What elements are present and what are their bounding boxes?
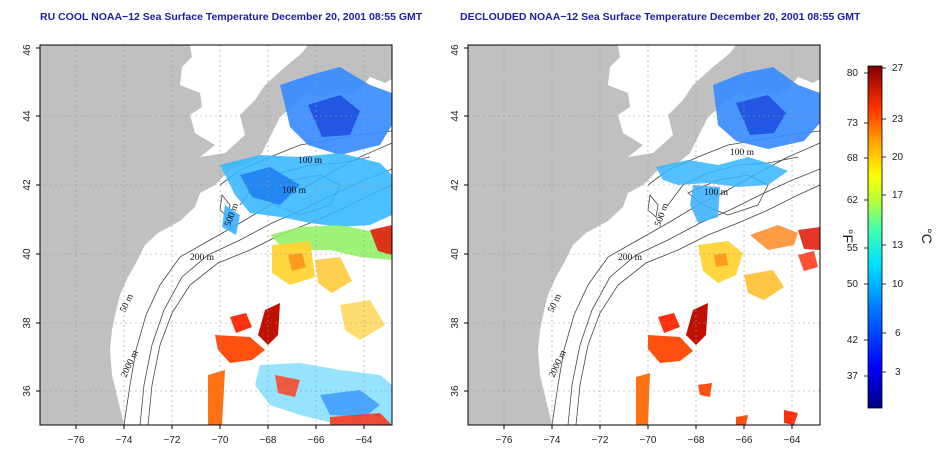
contour-label: 100 m: [298, 156, 323, 166]
right-panel-title: DECLOUDED NOAA−12 Sea Surface Temperatur…: [460, 11, 861, 23]
lat-tick: 42: [22, 179, 33, 191]
fahrenheit-tick: 62: [847, 195, 859, 206]
lon-tick: −64: [784, 435, 801, 446]
lat-tick: 46: [450, 44, 461, 56]
right-map-panel: 100 m 100 m 200 m 50 m 2000 m 500 m −76 …: [450, 44, 821, 446]
celsius-tick: 27: [892, 63, 904, 74]
fahrenheit-tick: 55: [847, 243, 859, 254]
latitude-ticks: 36 38 40 42 44 46: [22, 44, 33, 397]
left-panel-title: RU COOL NOAA−12 Sea Surface Temperature …: [40, 11, 423, 23]
celsius-tick: 17: [892, 190, 904, 201]
contour-label: 100 m: [704, 188, 729, 198]
celsius-tick: 13: [892, 240, 904, 251]
fahrenheit-tick: 37: [847, 371, 859, 382]
fahrenheit-tick: 73: [847, 118, 859, 129]
lon-tick: −70: [640, 435, 657, 446]
contour-label: 100 m: [282, 186, 307, 196]
latitude-ticks: 36 38 40 42 44 46: [450, 44, 461, 397]
colorbar: 80 73 68 62 55 50 42 37 27 23 20 17 13 1…: [840, 63, 935, 409]
contour-label: 200 m: [618, 253, 643, 263]
longitude-ticks: −76 −74 −72 −70 −68 −66 −64: [68, 435, 373, 446]
sst-field: [636, 67, 820, 425]
graticule: [40, 45, 392, 425]
contour-label: 100 m: [730, 148, 755, 158]
lon-tick: −70: [212, 435, 229, 446]
celsius-tick: 10: [892, 279, 904, 290]
lat-tick: 42: [450, 179, 461, 191]
lon-tick: −72: [164, 435, 181, 446]
celsius-tick: 3: [895, 367, 901, 378]
lon-tick: −74: [116, 435, 133, 446]
lat-tick: 44: [22, 110, 33, 122]
lon-tick: −68: [260, 435, 277, 446]
lon-tick: −74: [544, 435, 561, 446]
fahrenheit-tick: 42: [847, 335, 859, 346]
map-frame: [467, 44, 821, 426]
lon-tick: −76: [68, 435, 85, 446]
fahrenheit-tick: 50: [847, 279, 859, 290]
colorbar-gradient: [867, 65, 883, 409]
longitude-ticks: −76 −74 −72 −70 −68 −66 −64: [496, 435, 801, 446]
lat-tick: 40: [450, 248, 461, 260]
fahrenheit-tick: 68: [847, 153, 859, 164]
lon-tick: −76: [496, 435, 513, 446]
celsius-tick: 20: [892, 152, 904, 163]
contour-label: 200 m: [190, 253, 215, 263]
map-frame: [39, 44, 393, 426]
sst-field: [208, 67, 392, 425]
left-map-panel: 100 m 100 m 200 m 50 m 2000 m 500 m −76 …: [22, 44, 393, 446]
fahrenheit-unit-label: °F: [840, 229, 856, 243]
lat-tick: 36: [22, 385, 33, 397]
fahrenheit-tick: 80: [847, 68, 859, 79]
lat-tick: 38: [22, 317, 33, 329]
celsius-unit-label: °C: [919, 228, 935, 244]
graticule: [468, 45, 820, 425]
lat-tick: 38: [450, 317, 461, 329]
lat-tick: 36: [450, 385, 461, 397]
celsius-tick: 23: [892, 114, 904, 125]
lat-tick: 46: [22, 44, 33, 56]
lon-tick: −72: [592, 435, 609, 446]
celsius-tick: 6: [895, 328, 901, 339]
lon-tick: −68: [688, 435, 705, 446]
lon-tick: −66: [736, 435, 753, 446]
lat-tick: 40: [22, 248, 33, 260]
lon-tick: −64: [356, 435, 373, 446]
lon-tick: −66: [308, 435, 325, 446]
lat-tick: 44: [450, 110, 461, 122]
